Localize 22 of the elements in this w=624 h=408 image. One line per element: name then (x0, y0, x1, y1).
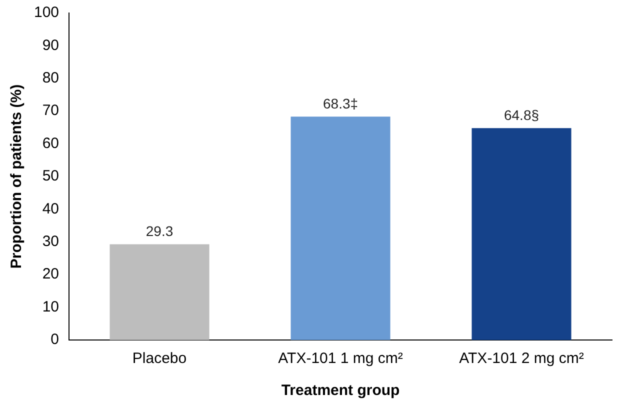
y-tick-label: 60 (42, 134, 60, 152)
y-tick-label: 0 (50, 331, 60, 348)
data-label: 29.3 (146, 223, 174, 240)
y-tick-label: 100 (34, 4, 60, 22)
bar (290, 116, 390, 340)
data-label: 64.8§ (504, 106, 540, 123)
x-tick-label: ATX-101 1 mg cm² (278, 350, 403, 368)
x-tick-label: ATX-101 2 mg cm² (459, 350, 584, 368)
bar (472, 128, 572, 340)
y-tick-label: 80 (42, 70, 60, 87)
y-tick-label: 50 (42, 168, 60, 185)
y-tick-label: 90 (42, 36, 60, 54)
y-tick-label: 20 (42, 266, 60, 283)
x-tick-label: Placebo (132, 350, 187, 368)
data-label: 68.3‡ (322, 96, 358, 112)
y-tick-label: 70 (42, 102, 60, 120)
y-tick-label: 30 (42, 233, 60, 250)
x-axis-title: Treatment group (281, 382, 400, 400)
y-tick-label: 40 (42, 200, 60, 218)
y-axis-title: Proportion of patients (%) (8, 84, 26, 269)
y-tick-label: 10 (42, 298, 60, 316)
bar (110, 244, 210, 340)
